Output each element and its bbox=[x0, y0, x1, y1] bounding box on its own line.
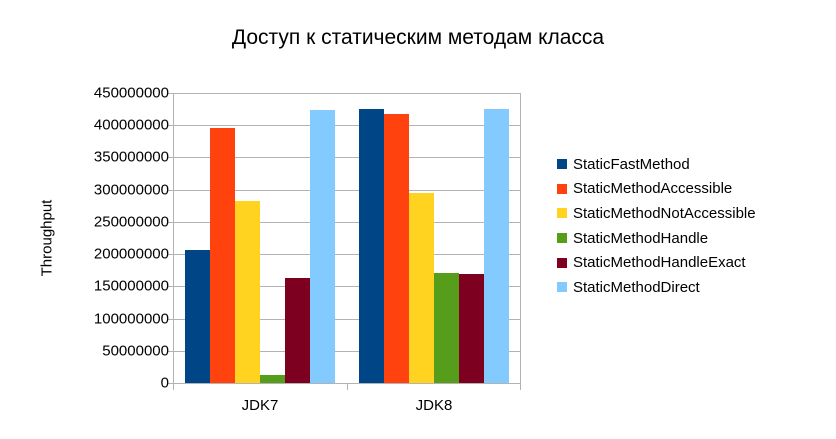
gridline bbox=[173, 318, 521, 320]
bar-jdk7-staticmethodhandle[interactable] bbox=[260, 374, 285, 383]
y-tick-label: 0 bbox=[160, 374, 169, 392]
y-tick-label: 100000000 bbox=[93, 310, 169, 328]
legend-item[interactable]: StaticMethodHandle bbox=[557, 226, 756, 251]
legend-item[interactable]: StaticMethodNotAccessible bbox=[557, 201, 756, 226]
y-axis-line bbox=[173, 93, 174, 390]
y-tick-label: 200000000 bbox=[93, 245, 169, 263]
gridline bbox=[173, 157, 521, 159]
legend-swatch-icon bbox=[557, 159, 567, 170]
gridline bbox=[173, 286, 521, 288]
x-tick bbox=[347, 383, 348, 390]
legend-item[interactable]: StaticMethodDirect bbox=[557, 275, 756, 300]
legend-item[interactable]: StaticFastMethod bbox=[557, 152, 756, 177]
y-tick-label: 150000000 bbox=[93, 277, 169, 295]
bar-jdk7-staticmethodnotaccessible[interactable] bbox=[235, 200, 260, 383]
legend-swatch-icon bbox=[557, 257, 567, 268]
y-tick bbox=[167, 93, 173, 94]
y-axis-label: Throughput bbox=[38, 199, 56, 277]
gridline bbox=[173, 189, 521, 191]
x-tick-label: JDK8 bbox=[415, 397, 453, 414]
bar-jdk7-staticfastmethod[interactable] bbox=[185, 249, 210, 383]
x-tick bbox=[520, 383, 521, 390]
bar-jdk7-staticmethodhandleexact[interactable] bbox=[285, 277, 310, 383]
plot-area: 0 50000000 100000000 150000000 200000000 2500… bbox=[94, 85, 521, 414]
bar-jdk8-staticmethoddirect[interactable] bbox=[484, 109, 509, 383]
y-tick bbox=[167, 254, 173, 256]
y-tick-label: 450000000 bbox=[93, 84, 169, 102]
legend-label: StaticMethodAccessible bbox=[573, 180, 733, 198]
bar-jdk7-staticmethodaccessible[interactable] bbox=[210, 128, 235, 383]
y-tick bbox=[167, 350, 173, 352]
bar-jdk8-staticmethodnotaccessible[interactable] bbox=[409, 192, 434, 383]
legend-label: StaticMethodDirect bbox=[573, 278, 700, 296]
legend-swatch-icon bbox=[557, 233, 567, 244]
chart-title: Доступ к статическим методам класса bbox=[231, 26, 605, 49]
legend-swatch-icon bbox=[557, 183, 567, 194]
bar-jdk7-staticmethoddirect[interactable] bbox=[310, 110, 335, 383]
bar-jdk8-staticmethodaccessible[interactable] bbox=[384, 114, 409, 383]
x-tick-label: JDK7 bbox=[241, 397, 279, 414]
gridline bbox=[173, 125, 521, 127]
y-tick bbox=[167, 125, 173, 127]
legend-label: StaticMethodNotAccessible bbox=[573, 204, 756, 222]
y-tick-label: 50000000 bbox=[102, 342, 169, 360]
bar-jdk8-staticmethodhandleexact[interactable] bbox=[459, 274, 484, 383]
legend-label: StaticFastMethod bbox=[573, 155, 690, 173]
gridline bbox=[173, 254, 521, 256]
gridline bbox=[173, 221, 521, 223]
y-tick bbox=[167, 286, 173, 288]
y-tick-label: 350000000 bbox=[93, 148, 169, 166]
x-tick bbox=[173, 383, 174, 390]
legend-item[interactable]: StaticMethodAccessible bbox=[557, 177, 756, 202]
legend-item[interactable]: StaticMethodHandleExact bbox=[557, 250, 756, 275]
bar-jdk8-staticmethodhandle[interactable] bbox=[434, 273, 459, 383]
y-tick bbox=[167, 383, 173, 384]
y-tick bbox=[167, 221, 173, 223]
y-tick bbox=[167, 318, 173, 320]
bar-jdk8-staticfastmethod[interactable] bbox=[359, 109, 384, 383]
y-tick bbox=[167, 157, 173, 159]
plot-right-border bbox=[520, 93, 521, 390]
y-tick-label: 400000000 bbox=[93, 116, 169, 134]
legend-label: StaticMethodHandleExact bbox=[573, 254, 746, 272]
y-tick-label: 300000000 bbox=[93, 181, 169, 199]
legend-label: StaticMethodHandle bbox=[573, 229, 709, 247]
legend-swatch-icon bbox=[557, 208, 567, 219]
gridline bbox=[173, 93, 521, 94]
gridline bbox=[173, 350, 521, 352]
legend: StaticFastMethod StaticMethodAccessible St… bbox=[557, 152, 756, 300]
legend-swatch-icon bbox=[557, 282, 567, 293]
y-tick bbox=[167, 189, 173, 191]
y-tick-label: 250000000 bbox=[93, 213, 169, 231]
